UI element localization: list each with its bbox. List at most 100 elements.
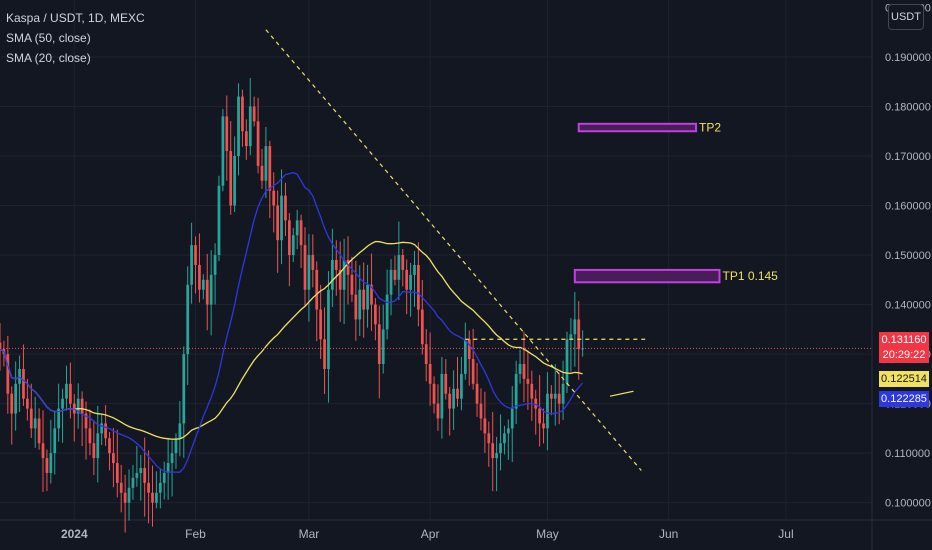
candle-body [45,458,49,473]
countdown-tag: 20:29:22 [879,347,929,363]
candle-body [542,423,545,429]
candle-body [405,269,409,290]
candle-body [108,438,111,454]
candle-body [22,368,25,399]
candle-body [57,408,61,429]
candle-body [397,255,401,280]
candle-body [115,463,119,483]
candle-body [409,274,412,290]
candle-body [272,190,276,206]
candle-body [61,398,64,409]
zone-label: TP1 0.145 [722,269,778,283]
candle-body [229,151,233,206]
candle-body [244,131,248,147]
price-tick-label: 0.170000 [885,151,931,163]
legend-sma20[interactable]: SMA (20, close) [6,51,91,65]
candle-body [186,284,190,355]
price-tick-label: 0.190000 [885,52,931,64]
candle-body [303,245,307,290]
time-tick-label: 2024 [61,527,88,541]
price-tick-label: 0.160000 [885,201,931,213]
target-zone [577,122,698,133]
time-tick-label: Jul [778,527,793,541]
candle-body [530,383,534,399]
candle-body [158,482,162,493]
candle-body [84,413,88,429]
candle-body [479,403,483,419]
candle-body [147,482,150,493]
candle-body [561,383,565,404]
candle-body [514,373,518,409]
candles [0,78,585,533]
currency-button[interactable]: USDT [888,4,924,30]
candle-body [201,279,205,290]
candle-body [432,383,436,404]
candle-body [549,393,553,399]
candle-body [436,403,440,419]
candle-body [350,274,354,295]
chart-legend: Kaspa / USDT, 1D, MEXC SMA (50, close) S… [6,8,145,68]
candle-body [123,492,127,503]
candle-body [338,269,342,290]
legend-symbol[interactable]: Kaspa / USDT, 1D, MEXC [6,11,145,25]
candle-body [26,398,29,409]
candle-body [143,468,147,483]
candle-body [80,398,84,414]
candle-body [463,339,467,374]
candle-body [487,433,491,444]
candle-body [440,373,444,419]
candle-body [506,428,510,434]
time-tick-label: Mar [299,527,320,541]
trendline [609,390,634,397]
candle-body [503,433,506,444]
candle-body [6,354,10,394]
candle-body [151,492,154,503]
candle-body [452,388,455,409]
candle-body [475,383,479,404]
candle-body [248,106,252,147]
candle-body [534,398,538,409]
candle-body [155,492,158,503]
candle-body [389,269,393,295]
candle-body [366,284,369,310]
candle-body [276,205,280,241]
target-zones [573,122,721,284]
candle-body [456,388,459,399]
candle-body [241,96,244,132]
candle-body [29,408,33,429]
sma20-value-tag: 0.122285 [879,391,929,407]
candle-body [37,418,41,444]
candle-body [307,255,311,290]
price-tick-label: 0.110000 [885,448,930,460]
zone-label: TP2 [699,121,721,135]
time-tick-label: Apr [421,527,440,541]
candle-body [252,106,256,122]
candle-body [420,309,424,345]
candle-body [377,324,381,364]
candle-body [131,477,135,488]
candle-body [518,364,522,374]
candle-body [287,220,291,256]
candle-body [182,354,186,424]
candle-body [428,364,432,384]
time-tick-label: Feb [185,527,206,541]
candle-body [295,220,299,236]
candle-body [448,393,452,409]
candle-body [88,428,92,444]
candle-body [291,235,295,256]
price-tick-label: 0.150000 [885,250,931,262]
legend-sma50[interactable]: SMA (50, close) [6,31,91,45]
last-price-tag: 0.131160 [879,332,929,348]
candle-body [319,309,323,340]
candle-body [495,453,498,459]
candle-body [96,433,100,459]
trendline [265,29,642,471]
candle-body [112,453,115,464]
candle-body [342,260,346,290]
candle-body [467,339,471,360]
candle-body [577,319,581,350]
candle-body [327,289,330,369]
candle-body [280,195,283,241]
candle-body [92,443,96,459]
